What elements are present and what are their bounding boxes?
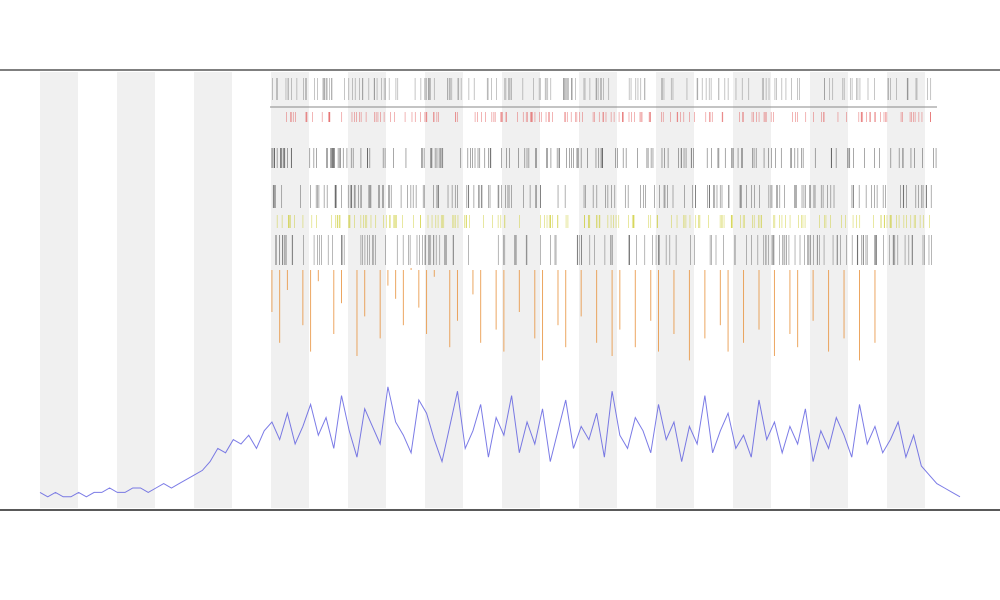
band — [194, 72, 232, 508]
band — [117, 72, 155, 508]
band — [579, 72, 617, 508]
band — [733, 72, 771, 508]
band — [425, 72, 463, 508]
band — [348, 72, 386, 508]
band — [656, 72, 694, 508]
background-bands — [40, 72, 925, 508]
band — [40, 72, 78, 508]
series-line — [39, 386, 961, 498]
band — [887, 72, 925, 508]
event-rows — [271, 78, 937, 265]
band — [502, 72, 540, 508]
